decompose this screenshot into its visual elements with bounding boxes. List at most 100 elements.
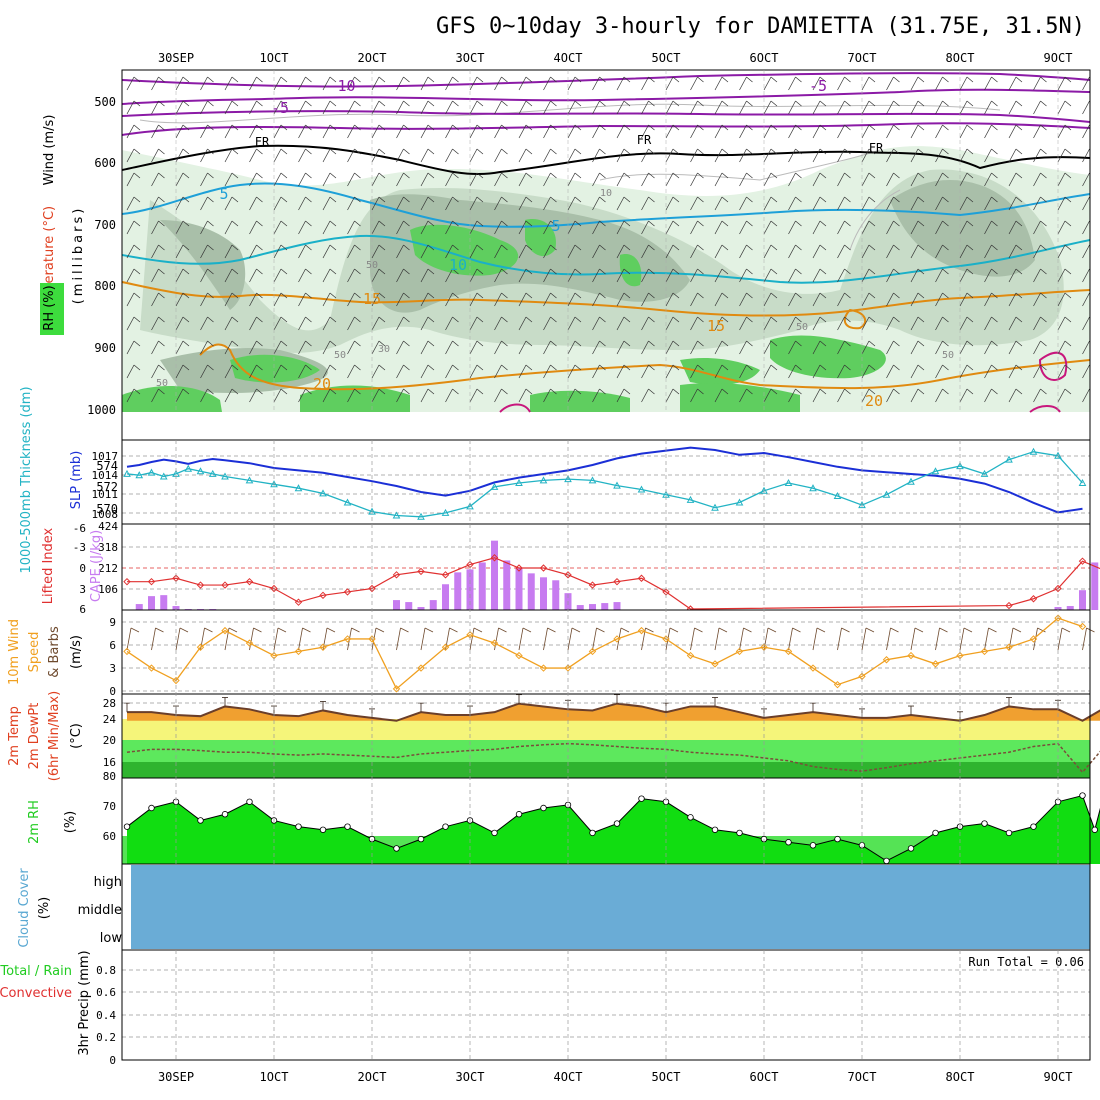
- upper-barb: [469, 340, 478, 355]
- upper-barb: [641, 388, 649, 403]
- thickness-point: [539, 476, 548, 484]
- upper-barb: [1033, 196, 1041, 211]
- surface-barb: [714, 627, 720, 651]
- lifted-index-point: [147, 577, 156, 586]
- upper-barb: [935, 220, 943, 235]
- upper-barb: [739, 148, 747, 163]
- upper-barb-flag: [158, 292, 165, 299]
- upper-barb-flag: [844, 196, 851, 203]
- thickness-point: [760, 486, 768, 494]
- upper-barb-flag: [231, 172, 239, 179]
- y-tick-label: 9: [109, 616, 116, 629]
- upper-barb: [445, 148, 453, 163]
- upper-barb-flag: [158, 388, 165, 395]
- upper-barb: [665, 292, 674, 307]
- surface-barb: [175, 627, 181, 651]
- upper-barb-flag: [819, 148, 827, 155]
- upper-barb-flag: [844, 100, 851, 107]
- upper-barb: [175, 220, 184, 235]
- upper-barb-flag: [672, 268, 680, 275]
- upper-barb: [592, 316, 600, 331]
- thickness-point: [833, 491, 842, 499]
- upper-barb-flag: [403, 172, 410, 179]
- upper-barb: [837, 388, 845, 403]
- upper-barb: [763, 220, 772, 235]
- upper-barb-flag: [525, 292, 533, 299]
- cape-bar: [576, 605, 584, 610]
- temp-contour-warm: [1038, 351, 1068, 381]
- upper-barb: [788, 316, 796, 331]
- upper-barb-flag: [207, 220, 214, 227]
- upper-barb-flag: [476, 100, 484, 107]
- run-total-label: Run Total = 0.06: [968, 955, 1084, 969]
- upper-barb-flag: [476, 340, 484, 347]
- rh-point: [834, 835, 841, 843]
- upper-barb-flag: [721, 268, 729, 275]
- upper-barb-flag: [599, 364, 606, 371]
- upper-barb-flag: [550, 364, 557, 371]
- contour-label: 50: [334, 350, 346, 361]
- wind-speed-point: [735, 647, 744, 656]
- upper-barb: [616, 340, 625, 355]
- upper-barb: [837, 124, 845, 139]
- upper-barb: [396, 124, 404, 139]
- upper-barb: [1057, 148, 1066, 163]
- upper-barb: [739, 340, 747, 355]
- rh-panel: 70 60 2m RH (%): [27, 777, 1100, 865]
- rh-point: [711, 826, 719, 833]
- upper-barb-flag: [697, 388, 704, 395]
- upper-barb-flag: [893, 316, 900, 323]
- y-tick-label: 6: [79, 603, 86, 616]
- upper-barb: [935, 148, 943, 163]
- upper-barb-flag: [648, 76, 655, 83]
- upper-barb: [273, 148, 282, 163]
- upper-barb: [126, 172, 135, 187]
- upper-barb: [910, 220, 919, 235]
- upper-barb: [1033, 100, 1041, 115]
- upper-barb-flag: [256, 172, 263, 179]
- contour-label: 10: [449, 256, 467, 274]
- y-tick-label: 572: [96, 480, 118, 494]
- upper-barb: [935, 268, 943, 283]
- surface-barb: [494, 627, 499, 651]
- upper-barb: [249, 148, 257, 163]
- upper-barb: [469, 388, 478, 403]
- upper-barb-flag: [476, 388, 484, 395]
- surface-barb-flag: [130, 627, 140, 633]
- upper-barb: [298, 220, 306, 235]
- upper-barb-flag: [966, 316, 974, 323]
- wind-speed-point: [368, 635, 376, 643]
- upper-barb: [1082, 124, 1090, 139]
- upper-barb-flag: [256, 100, 263, 107]
- upper-barb-flag: [868, 292, 876, 299]
- upper-barb-flag: [452, 340, 459, 347]
- surface-barb-flag: [302, 627, 311, 633]
- cape-bar: [442, 584, 449, 610]
- upper-barb-flag: [1064, 364, 1072, 371]
- upper-barb-flag: [476, 148, 484, 155]
- upper-barb: [690, 124, 698, 139]
- lifted-index-point: [294, 598, 303, 606]
- dew-band-20-16: [122, 740, 1090, 762]
- upper-barb-flag: [231, 316, 239, 323]
- upper-barb: [1033, 364, 1041, 379]
- upper-barb-flag: [795, 316, 802, 323]
- upper-barb-flag: [942, 196, 949, 203]
- surface-barb: [665, 627, 671, 651]
- upper-barb-flag: [427, 100, 435, 107]
- upper-barb-flag: [623, 100, 631, 107]
- thickness-point: [931, 467, 940, 475]
- upper-barb: [543, 172, 551, 187]
- thickness-point: [159, 472, 168, 480]
- upper-barb: [371, 268, 380, 283]
- upper-barb: [714, 340, 723, 355]
- upper-barb-flag: [501, 124, 508, 131]
- upper-barb: [886, 316, 894, 331]
- rh-point: [785, 839, 792, 846]
- upper-barb: [763, 244, 772, 259]
- upper-barb: [1033, 124, 1041, 139]
- lifted-index-point: [539, 564, 548, 572]
- upper-barb-flag: [893, 172, 900, 179]
- upper-barb-flag: [721, 124, 729, 131]
- upper-barb-flag: [770, 100, 778, 107]
